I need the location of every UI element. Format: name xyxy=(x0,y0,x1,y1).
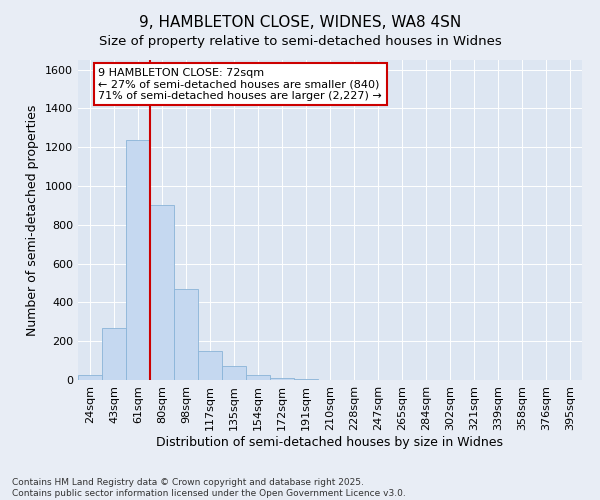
Text: 9 HAMBLETON CLOSE: 72sqm
← 27% of semi-detached houses are smaller (840)
71% of : 9 HAMBLETON CLOSE: 72sqm ← 27% of semi-d… xyxy=(98,68,382,101)
Bar xyxy=(198,351,222,380)
Bar xyxy=(102,328,126,380)
Text: Size of property relative to semi-detached houses in Widnes: Size of property relative to semi-detach… xyxy=(98,35,502,48)
Bar xyxy=(270,378,294,380)
Bar xyxy=(174,289,198,380)
Text: 9, HAMBLETON CLOSE, WIDNES, WA8 4SN: 9, HAMBLETON CLOSE, WIDNES, WA8 4SN xyxy=(139,15,461,30)
Bar xyxy=(246,374,270,380)
Bar xyxy=(126,140,150,380)
Y-axis label: Number of semi-detached properties: Number of semi-detached properties xyxy=(26,104,40,336)
Bar xyxy=(222,366,246,380)
Text: Contains HM Land Registry data © Crown copyright and database right 2025.
Contai: Contains HM Land Registry data © Crown c… xyxy=(12,478,406,498)
Bar xyxy=(150,206,174,380)
Bar xyxy=(78,374,102,380)
X-axis label: Distribution of semi-detached houses by size in Widnes: Distribution of semi-detached houses by … xyxy=(157,436,503,448)
